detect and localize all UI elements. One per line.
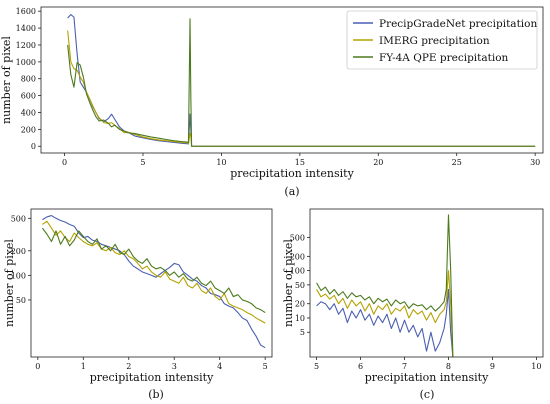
y-tick-label: 600	[21, 92, 36, 101]
series-line-1	[316, 288, 454, 357]
panel-caption: (b)	[148, 388, 164, 401]
y-tick-label: 400	[21, 108, 36, 117]
y-tick-label: 500	[11, 214, 26, 223]
x-tick-label: 3	[172, 362, 177, 371]
series-lines	[316, 214, 454, 357]
panel-caption: (c)	[420, 388, 435, 401]
x-tick-label: 7	[402, 362, 407, 371]
x-tick-label: 5	[314, 362, 319, 371]
y-tick-label: 10	[295, 314, 305, 323]
series-line-1	[42, 215, 266, 349]
y-axis-title: number of pixel	[282, 239, 295, 327]
y-tick-label: 1200	[16, 41, 36, 50]
series-lines	[67, 14, 536, 147]
x-tick-label: 15	[295, 158, 305, 167]
legend-label-2: IMERG precipitation	[379, 35, 490, 47]
x-axis-title: precipitation intensity	[90, 371, 214, 384]
x-tick-label: 2	[126, 362, 131, 371]
x-tick-label: 10	[216, 158, 226, 167]
y-tick-label: 0	[31, 142, 36, 151]
y-tick-label: 50	[295, 281, 305, 290]
x-tick-label: 10	[531, 362, 541, 371]
plot-frame	[30, 208, 273, 358]
series-line-3	[67, 18, 536, 147]
chart-panel-3: 5 6 7 8 9 10 5 10 20 50 100 200 500 precipitation int…	[282, 208, 544, 401]
x-tick-label: 30	[530, 158, 540, 167]
series-line-2	[316, 270, 454, 357]
panel-caption: (a)	[284, 185, 299, 198]
x-tick-label: 0	[35, 362, 40, 371]
plot-frame	[309, 208, 544, 358]
x-tick-label: 25	[452, 158, 462, 167]
y-tick-label: 800	[21, 75, 36, 84]
x-axis-title: precipitation intensity	[230, 167, 354, 180]
x-tick-label: 1	[81, 362, 86, 371]
x-tick-label: 5	[140, 158, 145, 167]
series-lines	[41, 215, 266, 349]
legend-box	[346, 10, 538, 70]
legend-label-3: FY-4A QPE precipitation	[379, 52, 509, 64]
y-tick-label: 500	[290, 234, 305, 243]
y-axis-title: number of pixel	[3, 239, 16, 327]
y-tick-label: 5	[300, 328, 305, 337]
series-line-2	[42, 220, 266, 324]
chart-panel-1: 0 5 10 15 20 25 30 0 200 400 600 800 1000 1200 1400 160…	[0, 6, 544, 198]
y-tick-label: 100	[11, 271, 26, 280]
x-tick-label: 9	[490, 362, 495, 371]
series-line-3	[316, 214, 454, 357]
y-tick-label: 1000	[16, 58, 36, 67]
y-axis-title: number of pixel	[0, 36, 13, 124]
x-tick-label: 0	[62, 158, 67, 167]
y-tick-label: 200	[290, 252, 305, 261]
chart-panel-2: 0 1 2 3 4 5 50 100 200 500 precipitation intensity…	[3, 208, 273, 401]
x-tick-label: 6	[358, 362, 363, 371]
y-tick-label: 20	[295, 300, 305, 309]
y-tick-label: 50	[16, 296, 26, 305]
y-tick-label: 200	[11, 247, 26, 256]
x-tick-label: 5	[263, 362, 268, 371]
x-axis-title: precipitation intensity	[365, 371, 489, 384]
plot-frame	[40, 6, 544, 154]
y-tick-label: 1600	[16, 7, 36, 16]
series-line-3	[41, 227, 266, 314]
x-tick-label: 8	[446, 362, 451, 371]
y-tick-label: 200	[21, 125, 36, 134]
y-tick-label: 1400	[16, 24, 36, 33]
legend-label-1: PrecipGradeNet precipitation	[379, 18, 537, 30]
legend: PrecipGradeNet precipitation IMERG precip…	[346, 10, 538, 70]
y-tick-label: 100	[290, 267, 305, 276]
x-tick-label: 4	[217, 362, 222, 371]
x-tick-label: 20	[373, 158, 383, 167]
